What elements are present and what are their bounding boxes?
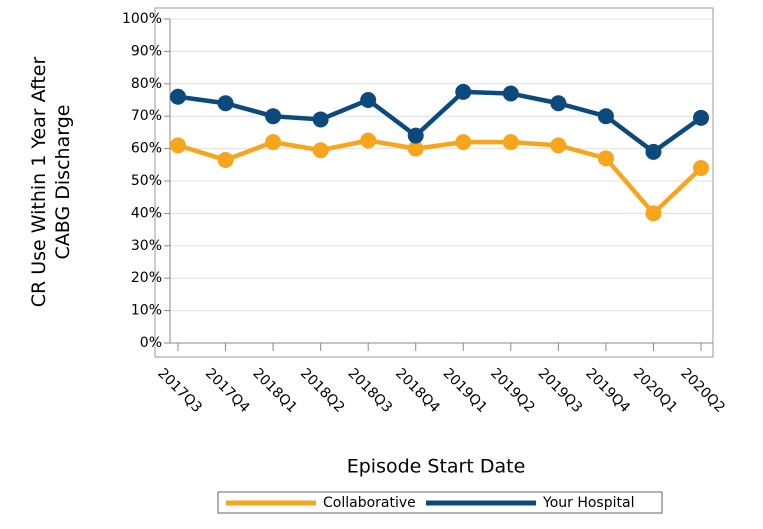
x-tick-label: 2020Q1 [630, 365, 681, 416]
y-tick-label: 50% [131, 173, 162, 189]
x-axis-title: Episode Start Date [347, 456, 526, 478]
x-tick-label: 2019Q4 [582, 365, 633, 416]
data-point [170, 88, 186, 105]
data-point [693, 160, 709, 177]
data-point [597, 150, 614, 167]
data-point [502, 134, 519, 151]
x-tick-label: 2019Q3 [535, 365, 586, 416]
x-tick-label: 2019Q2 [487, 365, 538, 416]
series-line [177, 89, 703, 155]
data-point [455, 134, 472, 151]
x-tick-label: 2017Q3 [154, 365, 205, 416]
data-point [407, 127, 424, 144]
x-tick-label: 2018Q4 [392, 365, 443, 416]
data-point [645, 205, 662, 222]
data-point [597, 108, 614, 125]
y-axis-title-line: CABG Discharge [52, 105, 74, 260]
data-point [360, 132, 377, 149]
plot-frame [154, 7, 714, 358]
y-tick-label: 40% [131, 205, 162, 221]
data-point [502, 85, 519, 102]
y-tick-label: 60% [131, 141, 162, 157]
y-tick-label: 30% [131, 238, 162, 254]
x-tick-label: 2017Q4 [202, 365, 253, 416]
data-point [312, 142, 329, 159]
y-tick-label: 10% [131, 303, 162, 319]
data-point [693, 109, 709, 126]
y-axis-title-line: CR Use Within 1 Year After [28, 57, 50, 308]
data-point [550, 95, 567, 112]
x-tick-label: 2018Q1 [249, 365, 300, 416]
legend-label: Your Hospital [542, 495, 634, 511]
data-point [265, 134, 282, 151]
data-point [312, 111, 329, 128]
series-line [177, 138, 703, 216]
data-point [455, 83, 472, 100]
legend-label: Collaborative [323, 495, 416, 511]
data-point [170, 137, 186, 154]
data-point [360, 92, 377, 108]
legend-box [217, 491, 663, 514]
data-point [407, 140, 424, 157]
y-tick-label: 100% [122, 11, 162, 27]
y-tick-label: 20% [131, 270, 162, 286]
data-point [217, 95, 234, 112]
data-point [645, 143, 662, 160]
x-tick-label: 2018Q3 [345, 365, 396, 416]
y-axis-title: CR Use Within 1 Year After CABG Discharge [28, 57, 74, 308]
data-point [550, 137, 567, 154]
y-tick-label: 80% [131, 76, 162, 92]
x-tick-label: 2019Q1 [440, 365, 491, 416]
data-point [217, 151, 234, 168]
y-tick-label: 70% [131, 108, 162, 124]
y-tick-label: 90% [131, 43, 162, 59]
data-point [265, 108, 282, 125]
x-tick-label: 2020Q2 [677, 365, 728, 416]
x-tick-label: 2018Q2 [297, 365, 348, 416]
y-tick-label: 0% [140, 335, 162, 351]
